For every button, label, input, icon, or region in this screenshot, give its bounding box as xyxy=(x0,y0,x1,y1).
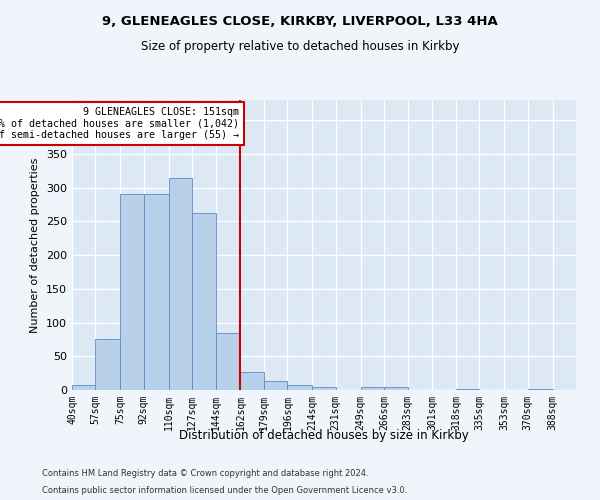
Text: Contains public sector information licensed under the Open Government Licence v3: Contains public sector information licen… xyxy=(42,486,407,495)
Bar xyxy=(312,386,336,390)
Y-axis label: Number of detached properties: Number of detached properties xyxy=(31,158,40,332)
Bar xyxy=(241,372,264,390)
Bar xyxy=(361,388,384,390)
Bar xyxy=(215,332,241,390)
Bar xyxy=(72,386,95,390)
Bar xyxy=(144,194,169,390)
Text: 9, GLENEAGLES CLOSE, KIRKBY, LIVERPOOL, L33 4HA: 9, GLENEAGLES CLOSE, KIRKBY, LIVERPOOL, … xyxy=(102,15,498,28)
Bar xyxy=(384,386,407,390)
Bar xyxy=(192,212,215,390)
Text: Size of property relative to detached houses in Kirkby: Size of property relative to detached ho… xyxy=(141,40,459,53)
Bar xyxy=(264,380,287,390)
Bar xyxy=(287,386,312,390)
Bar xyxy=(527,388,553,390)
Text: Contains HM Land Registry data © Crown copyright and database right 2024.: Contains HM Land Registry data © Crown c… xyxy=(42,468,368,477)
Text: 9 GLENEAGLES CLOSE: 151sqm
← 95% of detached houses are smaller (1,042)
5% of se: 9 GLENEAGLES CLOSE: 151sqm ← 95% of deta… xyxy=(0,106,239,140)
Bar xyxy=(456,388,479,390)
Bar xyxy=(169,178,192,390)
Bar xyxy=(95,340,121,390)
Bar xyxy=(121,194,144,390)
Text: Distribution of detached houses by size in Kirkby: Distribution of detached houses by size … xyxy=(179,428,469,442)
